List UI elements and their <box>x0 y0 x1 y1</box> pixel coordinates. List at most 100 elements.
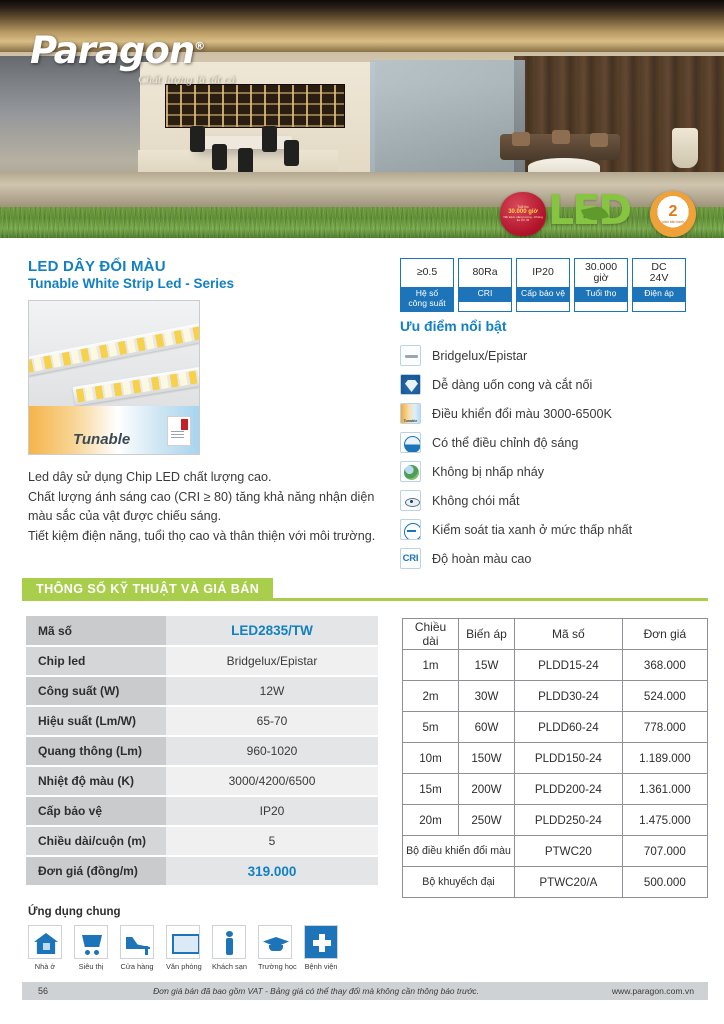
product-description: Led dây sử dụng Chip LED chất lượng cao.… <box>28 470 376 543</box>
warranty-years: 2 <box>668 203 678 220</box>
spec-chip-power-factor: ≥0.5 Hệ số công suất <box>400 258 454 313</box>
cell-price: 1.475.000 <box>621 804 709 836</box>
table-row: 20m 250W PLDD250-24 1.475.000 <box>402 804 709 836</box>
lifespan-badge-top: Tuổi thọ <box>517 205 529 210</box>
spec-value: LED2835/TW <box>166 616 378 647</box>
table-row: 10m 150W PLDD150-24 1.189.000 <box>402 742 709 774</box>
application-label: Văn phòng <box>166 962 202 971</box>
application-label: Cửa hàng <box>120 962 154 971</box>
brand-logo: Paragon® Chất lượng là tất cả <box>30 32 235 87</box>
spec-chip-label: CRI <box>459 287 511 302</box>
product-image-top <box>29 301 199 406</box>
cell-price: 707.000 <box>621 835 709 867</box>
spec-chip-cri: 80Ra CRI <box>458 258 512 313</box>
feature-item: Có thể điều chỉnh độ sáng <box>400 428 710 457</box>
lifespan-badge-bottom: Tiết kiệm năng lượng - Không tia UV, IR <box>503 214 543 222</box>
cell-length: 15m <box>402 773 459 805</box>
graduation-cap-icon <box>258 925 292 959</box>
table-row: 5m 60W PLDD60-24 778.000 <box>402 711 709 743</box>
feature-label: Điều khiển đổi màu 3000-6500K <box>432 406 612 421</box>
spec-key: Cấp bảo vệ <box>26 796 166 827</box>
spec-chip-label: Điện áp <box>633 287 685 302</box>
led-strip-graphic <box>29 320 199 377</box>
logo-wordmark: Paragon® <box>30 32 235 69</box>
cell-code: PLDD200-24 <box>514 773 623 805</box>
hero-ceiling <box>0 0 724 56</box>
spec-value: Bridgelux/Epistar <box>166 646 378 677</box>
hero-wall-art <box>165 84 345 128</box>
column-header-driver: Biến áp <box>458 618 515 650</box>
application-item-office: Văn phòng <box>166 925 202 971</box>
applications-list: Nhà ở Siêu thị Cửa hàng Văn phòng Khách … <box>28 925 338 971</box>
cell-code: PTWC20 <box>514 835 623 867</box>
spec-chip-value: DC 24V <box>649 260 669 284</box>
spec-value: 319.000 <box>166 856 378 887</box>
section-header-label: THÔNG SỐ KỸ THUẬT VÀ GIÁ BÁN <box>22 578 274 601</box>
feature-label: Kiểm soát tia xanh ở mức thấp nhất <box>432 522 633 537</box>
spec-chip-row: ≥0.5 Hệ số công suất 80Ra CRI IP20 Cấp bả… <box>400 258 686 313</box>
cell-price: 1.361.000 <box>621 773 709 805</box>
house-icon <box>28 925 62 959</box>
diamond-icon <box>400 374 421 395</box>
page-footer: 56 Đơn giá bán đã bao gồm VAT - Bảng giá… <box>22 982 708 1000</box>
feature-label: Độ hoàn màu cao <box>432 551 532 566</box>
column-header-length: Chiều dài <box>402 618 459 650</box>
feature-item: Dễ dàng uốn cong và cắt nối <box>400 370 710 399</box>
registered-mark-icon: ® <box>194 39 205 53</box>
feature-item: Kiểm soát tia xanh ở mức thấp nhất <box>400 515 710 544</box>
table-row: Bộ khuyếch đại PTWC20/A 500.000 <box>402 866 709 898</box>
no-flicker-icon <box>400 461 421 482</box>
led-chips-graphic <box>75 366 199 403</box>
table-row: Chip led Bridgelux/Epistar <box>26 646 378 677</box>
spec-chip-voltage: DC 24V Điện áp <box>632 258 686 313</box>
cell-accessory-name: Bộ điều khiển đổi màu <box>402 835 515 867</box>
spec-value: IP20 <box>166 796 378 827</box>
cell-driver: 30W <box>458 680 515 712</box>
medical-cross-icon <box>304 925 338 959</box>
price-table: Chiều dài Biến áp Mã số Đơn giá 1m 15W P… <box>402 618 709 898</box>
application-item-hotel: Khách sạn <box>212 925 247 971</box>
bellhop-icon <box>212 925 246 959</box>
spec-chip-ip-rating: IP20 Cấp bảo vệ <box>516 258 570 313</box>
led-chips-graphic <box>29 323 199 374</box>
spec-value: 5 <box>166 826 378 857</box>
feature-item: Không chói mắt <box>400 486 710 515</box>
table-row: Công suất (W) 12W <box>26 676 378 707</box>
cell-code: PLDD150-24 <box>514 742 623 774</box>
cell-driver: 250W <box>458 804 515 836</box>
brand-tagline: Chất lượng là tất cả <box>138 72 235 86</box>
cell-price: 500.000 <box>621 866 709 898</box>
chip-icon <box>400 345 421 366</box>
cell-price: 524.000 <box>621 680 709 712</box>
footer-website: www.paragon.com.vn <box>611 986 694 996</box>
feature-label: Bridgelux/Epistar <box>432 348 528 363</box>
spec-key: Quang thông (Lm) <box>26 736 166 767</box>
application-item-hospital: Bệnh viện <box>304 925 338 971</box>
cell-price: 778.000 <box>621 711 709 743</box>
product-image: Tunable <box>28 300 200 455</box>
table-row: Quang thông (Lm) 960-1020 <box>26 736 378 767</box>
feature-item: Bridgelux/Epistar <box>400 341 710 370</box>
application-label: Khách sạn <box>212 962 247 971</box>
feature-item: Điều khiển đổi màu 3000-6500K <box>400 399 710 428</box>
cell-code: PTWC20/A <box>514 866 623 898</box>
hero-chair <box>190 126 205 152</box>
spec-value: 12W <box>166 676 378 707</box>
cell-driver: 150W <box>458 742 515 774</box>
applications-title: Ứng dụng chung <box>28 906 121 918</box>
cell-length: 1m <box>402 649 459 681</box>
hero-floor <box>0 172 724 208</box>
cell-length: 10m <box>402 742 459 774</box>
warranty-badge: 2 năm bảo hành <box>650 191 696 237</box>
cell-driver: 15W <box>458 649 515 681</box>
cell-length: 5m <box>402 711 459 743</box>
spec-chip-value: IP20 <box>532 266 554 279</box>
footer-note: Đơn giá bán đã bao gồm VAT - Bảng giá có… <box>153 986 479 996</box>
cell-length: 20m <box>402 804 459 836</box>
spec-chip-value: ≥0.5 <box>416 266 438 279</box>
table-header-row: Chiều dài Biến áp Mã số Đơn giá <box>402 618 709 650</box>
blue-light-icon <box>400 519 421 540</box>
application-label: Bệnh viện <box>304 962 338 971</box>
application-label: Siêu thị <box>78 962 104 971</box>
table-row: 15m 200W PLDD200-24 1.361.000 <box>402 773 709 805</box>
